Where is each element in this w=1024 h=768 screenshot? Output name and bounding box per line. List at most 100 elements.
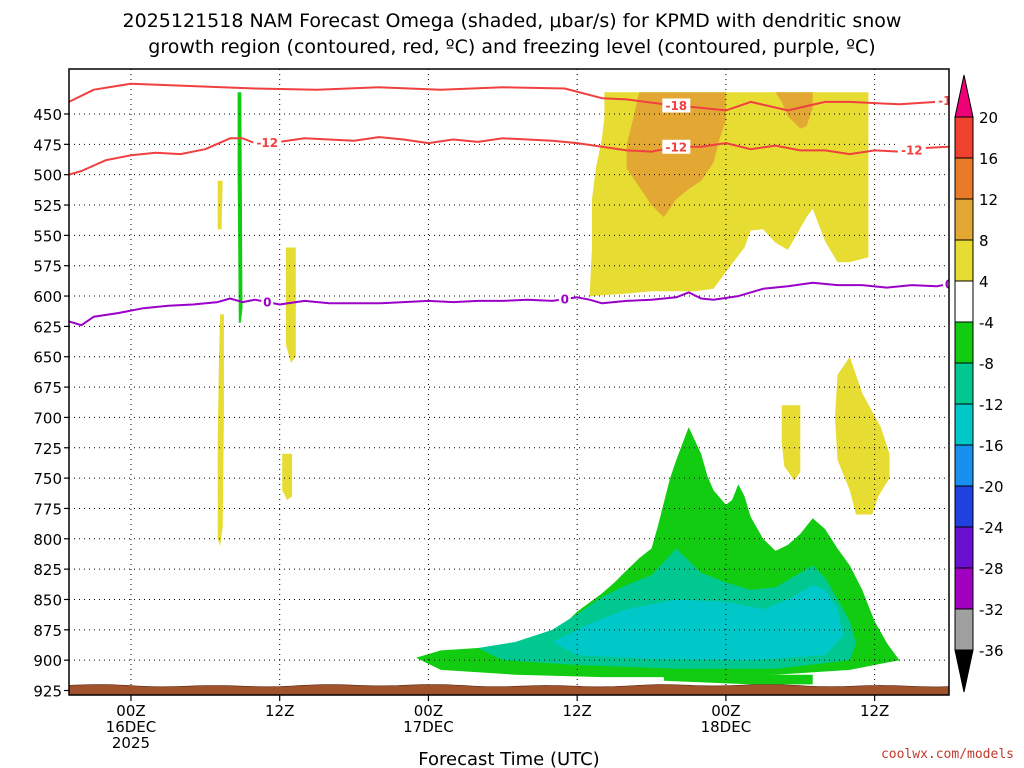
y-tick-label: 550 (33, 227, 62, 245)
shaded-region-descent-yellow-col-2 (217, 314, 224, 547)
y-tick-label: 475 (33, 136, 62, 154)
x-tick-label: 00Z (414, 702, 443, 720)
y-tick-label: 500 (33, 167, 62, 185)
colorbar-label: -8 (979, 355, 994, 373)
y-tick-label: 450 (33, 106, 62, 124)
x-tick-label: 12Z (860, 702, 889, 720)
colorbar-bin (954, 280, 974, 323)
svg-text:-12: -12 (256, 136, 278, 150)
shaded-region-descent-yellow-col-6 (835, 356, 890, 515)
shaded-region-descent-yellow-col-4 (282, 453, 293, 500)
shaded-region-descent-yellow-col-5 (781, 405, 801, 481)
colorbar-label: -36 (979, 642, 1004, 660)
colorbar-bin (954, 526, 974, 569)
colorbar-top-triangle (954, 74, 974, 118)
contour-label-minus-12: -12 (897, 142, 926, 157)
colorbar-bin (954, 239, 974, 282)
colorbar-label: 20 (979, 109, 998, 127)
ground-fill (69, 684, 949, 695)
svg-text:-12: -12 (901, 143, 923, 157)
contour-label-freezing-level: 0 (261, 295, 274, 310)
colorbar-bin (954, 567, 974, 610)
contour-freezing-level (69, 281, 949, 327)
contour-label-minus-12: -12 (662, 139, 691, 154)
colorbar-bin (954, 321, 974, 364)
chart-title-line-1: 2025121518 NAM Forecast Omega (shaded, μ… (123, 10, 902, 32)
terrain-layer (69, 684, 949, 695)
contour-label-minus-18: -18 (935, 93, 960, 108)
colorbar-label: -32 (979, 601, 1004, 619)
y-tick-label: 875 (33, 622, 62, 640)
y-tick-label: 650 (33, 349, 62, 367)
shaded-region-descent-orange-upper (775, 92, 813, 129)
x-tick-label: 2025 (112, 734, 150, 752)
chart-title-line-2: growth region (contoured, red, ºC) and f… (148, 36, 875, 58)
x-tick-label: 12Z (562, 702, 591, 720)
omega-shading (217, 92, 900, 685)
svg-text:-18: -18 (665, 99, 687, 113)
shaded-region-descent-yellow-col-1 (217, 180, 223, 230)
colorbar-label: -16 (979, 437, 1004, 455)
colorbar-label: -20 (979, 478, 1004, 496)
svg-text:-18: -18 (938, 94, 960, 108)
colorbar-bin (954, 116, 974, 159)
plot-frame (68, 68, 950, 696)
colorbar-label: -24 (979, 519, 1004, 537)
colorbar: 20 16 12 8 4 -4 -8 -12 -16 -20 -24 -28 -32 -36 (954, 74, 1004, 693)
colorbar-label: -28 (979, 560, 1004, 578)
y-tick-label: 750 (33, 470, 62, 488)
colorbar-bin (954, 362, 974, 405)
x-tick-label: 17DEC (403, 718, 454, 736)
colorbar-label: 4 (979, 273, 989, 291)
x-axis-label: Forecast Time (UTC) (418, 749, 599, 768)
y-tick-label: 850 (33, 591, 62, 609)
colorbar-bin (954, 608, 974, 651)
colorbar-bin (954, 198, 974, 241)
contour-label-minus-12: -12 (253, 135, 282, 150)
colorbar-label: -4 (979, 314, 994, 332)
y-tick-label: 600 (33, 288, 62, 306)
x-tick-label: 12Z (265, 702, 294, 720)
y-tick-label: 775 (33, 500, 62, 518)
shaded-region-ascent-cyan-core (552, 584, 844, 661)
shaded-region-ascent-green-thin-column (237, 92, 243, 323)
y-tick-label: 825 (33, 561, 62, 579)
y-tick-label: 625 (33, 318, 62, 336)
y-tick-label: 725 (33, 440, 62, 458)
y-tick-label: 525 (33, 197, 62, 215)
gridlines (69, 69, 949, 695)
shaded-region-descent-yellow-col-3 (285, 247, 296, 363)
svg-text:-12: -12 (665, 140, 687, 154)
contour-label-minus-18: -18 (662, 98, 691, 113)
contour-label-freezing-level: 0 (558, 292, 571, 307)
y-tick-label: 800 (33, 531, 62, 549)
colorbar-label: 12 (979, 191, 998, 209)
plot-area: -18 -18 -12 -12 -12 0 0 0 (69, 69, 960, 695)
x-tick-label: 18DEC (701, 718, 752, 736)
colorbar-bottom-triangle (954, 649, 974, 693)
y-axis: 450 475 500 525 550 575 600 625 650 675 700 725 750 7… (33, 106, 69, 701)
shaded-region-descent-orange-gold (626, 92, 726, 218)
y-tick-label: 700 (33, 409, 62, 427)
y-tick-label: 675 (33, 379, 62, 397)
svg-text:0: 0 (945, 277, 953, 291)
x-tick-label: 00Z (711, 702, 740, 720)
x-tick-label: 00Z (116, 702, 145, 720)
colorbar-label: -12 (979, 396, 1004, 414)
x-tick-label: 16DEC (106, 718, 157, 736)
colorbar-bin (954, 157, 974, 200)
credit-text: coolwx.com/models (881, 747, 1014, 762)
svg-text:0: 0 (561, 293, 569, 307)
temperature-contours: -18 -18 -12 -12 -12 0 0 0 (69, 82, 960, 327)
y-tick-label: 925 (33, 683, 62, 701)
colorbar-bin (954, 403, 974, 446)
y-tick-label: 575 (33, 258, 62, 276)
shaded-region-ascent-green-bottom-strip (663, 674, 813, 685)
colorbar-bin (954, 485, 974, 528)
svg-text:0: 0 (263, 296, 271, 310)
colorbar-bin (954, 444, 974, 487)
colorbar-label: 8 (979, 232, 989, 250)
colorbar-label: 16 (979, 150, 998, 168)
